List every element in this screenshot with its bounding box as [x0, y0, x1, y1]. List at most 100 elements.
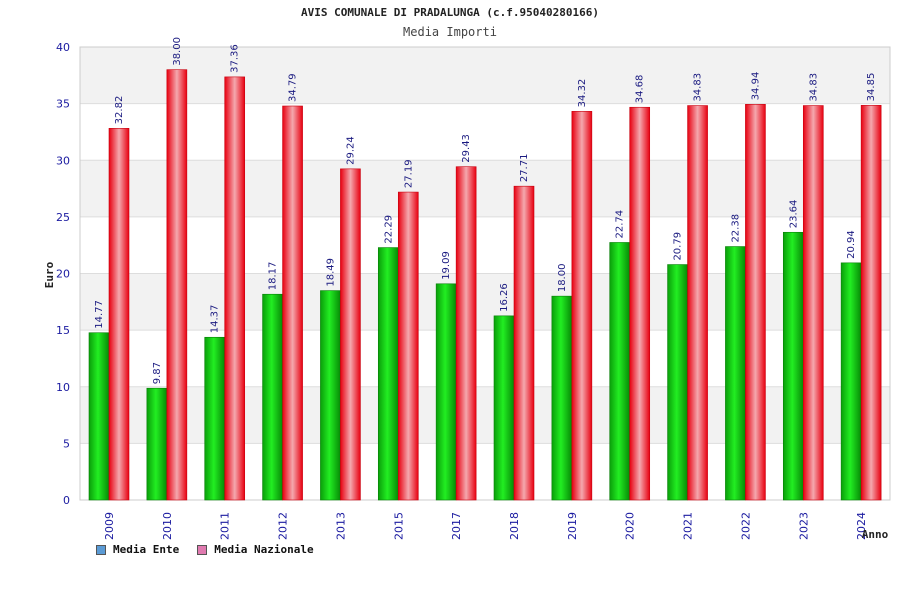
bar-media-nazionale-2022	[745, 104, 766, 501]
y-tick-label: 25	[56, 211, 70, 224]
x-tick-label: 2024	[855, 512, 868, 540]
data-label: 34.85	[866, 73, 877, 102]
data-label: 20.79	[673, 232, 684, 261]
bar-media-nazionale-2024	[860, 105, 882, 501]
x-axis: 2009 2010 2011 2012 2013 2015 2017 2018 2019 2020…	[103, 512, 868, 540]
data-label: 27.19	[403, 159, 414, 188]
bar-media-nazionale-2017	[455, 166, 477, 501]
bar-media-ente-2009	[88, 332, 110, 501]
bar-media-ente-2015	[377, 247, 399, 501]
x-tick-label: 2023	[797, 512, 810, 540]
chart-title: AVIS COMUNALE DI PRADALUNGA (c.f.9504028…	[300, 6, 599, 19]
bar-media-nazionale-2012	[282, 105, 303, 501]
data-label: 19.09	[441, 251, 452, 280]
data-label: 18.49	[325, 258, 336, 287]
bar-media-ente-2020	[609, 242, 631, 501]
x-tick-label: 2010	[161, 512, 174, 540]
bar-media-nazionale-2010	[166, 69, 188, 501]
data-label: 9.87	[152, 362, 163, 384]
bar-media-ente-2017	[435, 283, 457, 501]
x-tick-label: 2011	[219, 512, 232, 540]
data-label: 22.29	[383, 215, 394, 244]
data-label: 22.74	[615, 210, 626, 239]
data-label: 34.68	[635, 75, 646, 104]
bar-media-ente-2018	[493, 315, 515, 501]
y-tick-label: 5	[63, 437, 70, 450]
y-tick-label: 15	[56, 324, 70, 337]
plot-band	[80, 273, 890, 331]
bar-media-ente-2024	[840, 262, 862, 501]
bar-media-nazionale-2011	[224, 76, 246, 501]
legend-swatch-media-ente	[96, 544, 106, 555]
bar-media-ente-2011	[204, 336, 226, 501]
data-label: 34.94	[750, 72, 761, 101]
plot-band	[80, 386, 890, 444]
legend-item-media-nazionale: Media Nazionale	[197, 543, 314, 556]
bar-media-ente-2012	[262, 293, 283, 501]
y-axis-title: Euro	[43, 261, 56, 288]
data-label: 32.82	[114, 96, 125, 125]
bar-media-nazionale-2019	[571, 111, 593, 501]
bar-media-ente-2022	[725, 246, 746, 501]
data-label: 34.83	[693, 73, 704, 102]
data-label: 14.37	[210, 305, 221, 334]
y-tick-label: 35	[56, 98, 70, 111]
x-tick-label: 2022	[739, 512, 752, 540]
legend-item-media-ente: Media Ente	[96, 543, 179, 556]
legend-label-media-ente: Media Ente	[113, 543, 180, 556]
plot-band	[80, 160, 890, 217]
data-label: 34.79	[288, 73, 299, 102]
data-labels: 14.77 32.82 9.87 38.00 14.37 37.36 18.17 34.79 1…	[94, 37, 877, 384]
data-label: 20.94	[846, 230, 857, 259]
data-label: 34.32	[577, 79, 588, 108]
legend-swatch-media-nazionale	[197, 544, 208, 555]
data-label: 18.00	[557, 264, 568, 293]
plot-band	[80, 443, 890, 500]
data-label: 38.00	[172, 37, 183, 66]
bar-media-nazionale-2009	[108, 128, 130, 501]
data-label: 27.71	[519, 154, 530, 183]
plot-band	[80, 103, 890, 161]
y-tick-label: 20	[56, 268, 70, 281]
y-tick-label: 10	[56, 381, 70, 394]
data-label: 23.64	[788, 200, 799, 229]
y-tick-label: 40	[56, 41, 70, 54]
bar-media-ente-2023	[782, 231, 804, 501]
x-tick-label: 2020	[624, 512, 637, 540]
bar-media-nazionale-2018	[513, 185, 535, 501]
x-tick-label: 2021	[682, 512, 695, 540]
bar-media-ente-2010	[146, 387, 168, 501]
chart-subtitle: Media Importi	[403, 25, 497, 39]
data-label: 29.43	[461, 134, 472, 163]
plot-band	[80, 216, 890, 274]
bar-media-ente-2019	[551, 295, 573, 501]
plot-frame	[79, 46, 891, 501]
y-tick-label: 30	[56, 154, 70, 167]
x-tick-label: 2018	[508, 512, 521, 540]
data-label: 14.77	[94, 300, 105, 329]
x-tick-label: 2013	[334, 512, 347, 540]
data-label: 34.83	[808, 73, 819, 102]
x-tick-label: 2019	[566, 512, 579, 540]
x-tick-label: 2017	[450, 512, 463, 540]
x-axis-title: Anno	[862, 528, 889, 541]
legend-label-media-nazionale: Media Nazionale	[214, 543, 314, 556]
bar-media-ente-2021	[667, 264, 688, 501]
plot-band	[80, 330, 890, 387]
x-tick-label: 2015	[392, 512, 405, 540]
y-axis: 0 5 10 15 20 25 30 35 40	[56, 41, 70, 507]
y-tick-label: 0	[63, 494, 70, 507]
data-label: 37.36	[230, 44, 241, 73]
bar-media-nazionale-2023	[802, 105, 824, 501]
bar-media-nazionale-2020	[629, 106, 651, 501]
data-label: 22.38	[730, 214, 741, 243]
x-tick-label: 2009	[103, 512, 116, 540]
bar-media-nazionale-2021	[687, 105, 708, 501]
data-label: 16.26	[499, 283, 510, 312]
bar-media-ente-2013	[320, 290, 341, 501]
bar-media-nazionale-2015	[397, 191, 419, 501]
bars	[88, 69, 882, 501]
bar-media-nazionale-2013	[340, 168, 361, 501]
x-tick-label: 2012	[277, 512, 290, 540]
